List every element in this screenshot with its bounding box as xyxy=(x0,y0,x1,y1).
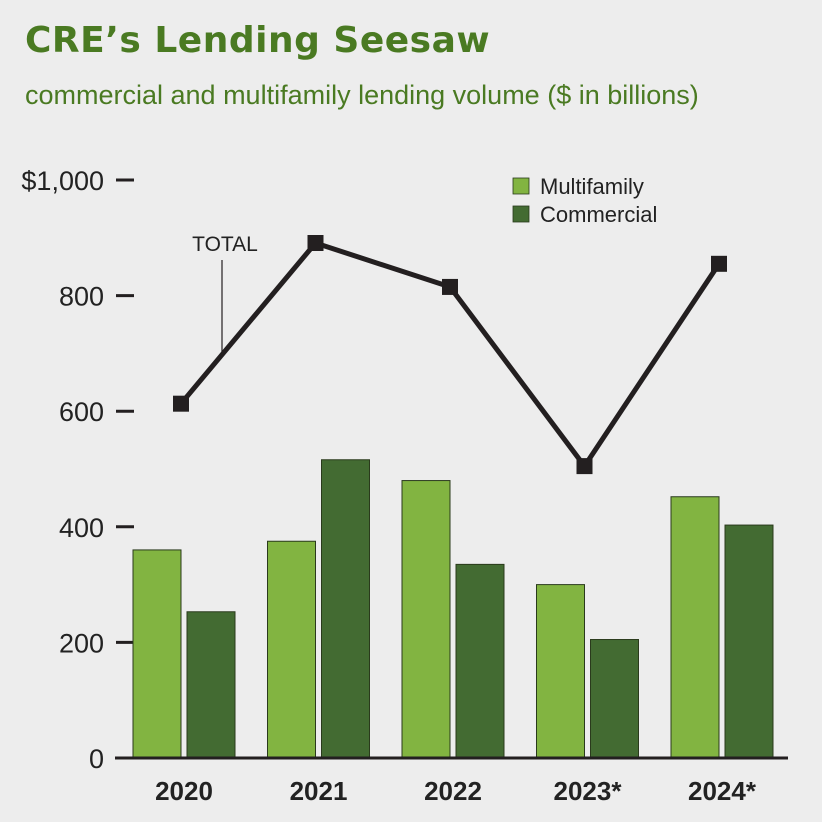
bar-commercial xyxy=(455,563,505,759)
y-tick-label: 0 xyxy=(89,744,104,774)
x-tick-label: 2023* xyxy=(554,776,623,806)
chart-title: CRE’s Lending Seesaw xyxy=(25,20,491,61)
total-marker xyxy=(307,235,324,252)
bar-multifamily xyxy=(132,549,182,759)
y-tick-label: $1,000 xyxy=(21,166,104,196)
bar-commercial xyxy=(590,639,639,759)
legend-label-commercial: Commercial xyxy=(540,202,657,227)
legend-swatch-multifamily xyxy=(512,177,530,195)
x-axis: 2020 2021 2022 2023* 2024* xyxy=(115,756,788,806)
bar-commercial xyxy=(186,611,236,759)
total-annotation: TOTAL xyxy=(192,233,258,256)
legend-label-multifamily: Multifamily xyxy=(540,174,644,199)
total-line: TOTAL xyxy=(173,233,727,475)
x-tick-label: 2020 xyxy=(155,776,213,806)
bars xyxy=(132,459,774,759)
legend-swatch-commercial xyxy=(512,205,530,223)
bar-multifamily xyxy=(536,584,585,759)
bar-multifamily xyxy=(401,480,451,759)
bar-multifamily xyxy=(267,540,316,759)
legend: Multifamily Commercial xyxy=(512,174,657,227)
x-tick-label: 2021 xyxy=(290,776,348,806)
y-tick-label: 400 xyxy=(59,513,104,543)
y-tick-label: 600 xyxy=(59,397,104,427)
bar-commercial xyxy=(724,524,774,759)
total-marker xyxy=(576,458,593,475)
bar-multifamily xyxy=(670,496,720,759)
total-marker xyxy=(711,255,727,272)
chart-subtitle: commercial and multifamily lending volum… xyxy=(25,80,699,110)
bar-commercial xyxy=(321,459,370,759)
total-marker xyxy=(173,395,189,412)
y-tick-label: 200 xyxy=(59,628,104,658)
x-tick-label: 2024* xyxy=(688,776,757,806)
x-tick-label: 2022 xyxy=(424,776,482,806)
y-tick-label: 800 xyxy=(59,282,104,312)
total-marker xyxy=(442,278,458,295)
y-axis: 0 200 400 600 800 $1,000 xyxy=(21,166,134,774)
total-line-path xyxy=(179,240,722,471)
